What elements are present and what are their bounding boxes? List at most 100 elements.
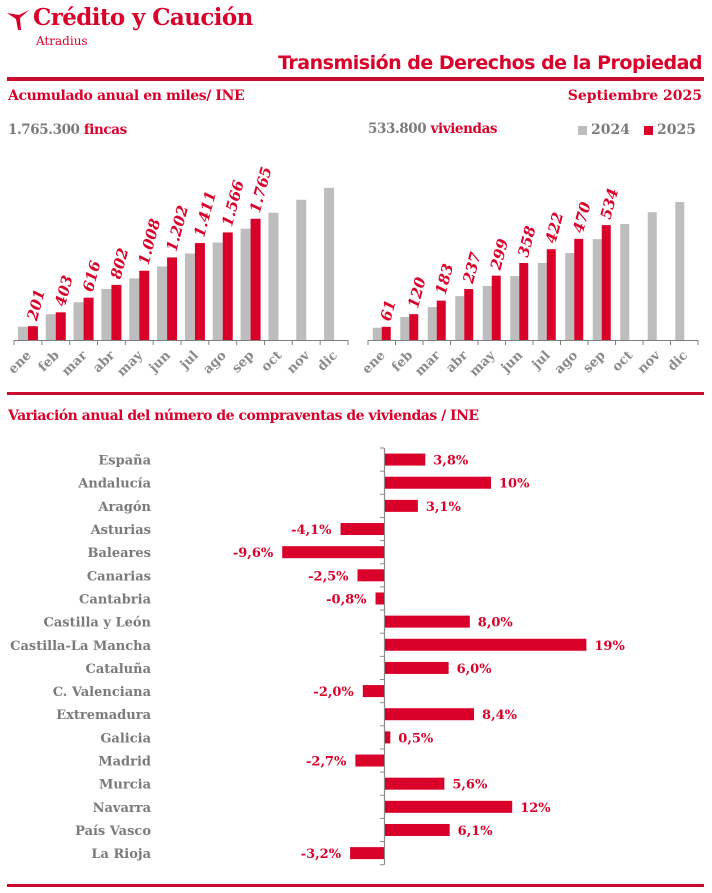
- category-label: Castilla-La Mancha: [10, 639, 151, 654]
- bar-Asturias: [340, 523, 384, 536]
- bar-2024-dic: [324, 187, 335, 340]
- bar-Cataluña: [385, 661, 449, 674]
- category-label: Andalucía: [77, 477, 151, 492]
- middle-divider: [7, 392, 704, 395]
- bar-2025-jun: [167, 257, 178, 340]
- x-tick-label: abr: [443, 348, 471, 376]
- x-tick-label: ene: [360, 348, 389, 377]
- top-divider: [7, 77, 704, 81]
- brand-logo: Crédito y Caución: [33, 4, 253, 31]
- x-tick-label: ene: [6, 348, 35, 377]
- category-label: Navarra: [93, 801, 152, 816]
- bar-2024-mar: [427, 307, 437, 340]
- bar-2025-ago: [222, 232, 233, 340]
- data-label-2025: 802: [107, 246, 132, 281]
- bird-arrow-icon: [7, 10, 29, 30]
- x-tick-label: ago: [200, 348, 229, 377]
- bar-2024-dic: [675, 202, 685, 340]
- value-label: 3,1%: [426, 500, 462, 515]
- bar-2025-sep: [601, 225, 611, 340]
- bar-2025-feb: [55, 312, 66, 340]
- viviendas-total: 533.800 viviendas: [368, 121, 498, 137]
- value-label: 5,6%: [452, 778, 488, 793]
- bar-2024-oct: [268, 212, 279, 340]
- x-tick-label: abr: [90, 348, 118, 376]
- section2-title: Variación anual del número de compravent…: [8, 408, 479, 424]
- bar-2024-ene: [17, 326, 28, 340]
- value-label: 19%: [594, 639, 625, 654]
- bar-Andalucía: [385, 476, 491, 489]
- category-label: C. Valenciana: [53, 685, 152, 700]
- variation-chart: España 3,8% Andalucía 10% Aragón 3,1% Asturias…: [10, 447, 625, 866]
- bar-España: [385, 453, 426, 466]
- bar-Galicia: [385, 731, 391, 744]
- value-label: 6,0%: [457, 662, 493, 677]
- data-label-2025: 534: [597, 186, 622, 221]
- bar-2024-nov: [296, 199, 307, 340]
- bar-2025-may: [491, 275, 501, 340]
- legend-swatch-2025: [643, 125, 653, 135]
- bar-2024-may: [129, 278, 140, 340]
- bar-Castilla-La Mancha: [385, 638, 587, 651]
- value-label: 6,1%: [458, 824, 494, 839]
- fincas-total-value: 1.765.300: [8, 122, 80, 138]
- bar-2025-may: [139, 270, 150, 340]
- data-label-2025: 422: [542, 210, 567, 245]
- value-label: -0,8%: [326, 592, 367, 607]
- bar-2024-ene: [372, 327, 382, 340]
- category-label: Murcia: [99, 778, 152, 793]
- category-label: Cantabria: [79, 592, 152, 607]
- value-label: 8,4%: [482, 708, 518, 723]
- category-label: Extremadura: [56, 708, 151, 723]
- bar-Madrid: [355, 754, 384, 767]
- page-title: Transmisión de Derechos de la Propiedad: [278, 52, 702, 74]
- data-label-2025: 1.202: [163, 203, 193, 253]
- category-label: Madrid: [98, 755, 151, 770]
- bar-Canarias: [357, 569, 384, 582]
- x-tick-label: nov: [284, 348, 313, 377]
- legend-label-2024: 2024: [591, 122, 630, 138]
- x-tick-label: may: [114, 348, 146, 380]
- value-label: 3,8%: [433, 454, 469, 469]
- bar-2025-jun: [519, 262, 529, 340]
- bar-País Vasco: [385, 823, 450, 836]
- category-label: Aragón: [97, 500, 151, 515]
- bar-Cantabria: [375, 592, 384, 605]
- bar-Castilla y León: [385, 615, 470, 628]
- legend: 2024 2025: [578, 122, 696, 138]
- x-tick-label: dic: [315, 348, 341, 374]
- value-label: 10%: [499, 477, 530, 492]
- category-label: Canarias: [87, 569, 151, 584]
- bar-2024-sep: [240, 228, 251, 340]
- bar-2025-abr: [111, 284, 122, 340]
- legend-label-2025: 2025: [656, 122, 696, 138]
- bar-2024-feb: [45, 314, 56, 340]
- bar-2024-ago: [212, 242, 223, 340]
- data-label-2025: 201: [23, 287, 49, 323]
- data-label-2025: 403: [51, 273, 76, 308]
- brand-sub: Atradius: [36, 34, 88, 48]
- bar-2024-jun: [510, 276, 520, 340]
- fincas-total-unit: fincas: [83, 122, 127, 138]
- value-label: -9,6%: [233, 546, 274, 561]
- bar-2024-abr: [101, 288, 112, 340]
- x-tick-label: feb: [389, 348, 416, 375]
- bar-2025-sep: [250, 218, 261, 340]
- x-tick-label: oct: [259, 348, 286, 375]
- x-tick-label: sep: [229, 348, 257, 376]
- x-tick-label: dic: [665, 348, 691, 374]
- x-tick-label: jun: [146, 348, 174, 376]
- fincas-total: 1.765.300 fincas: [8, 122, 127, 138]
- bar-2024-sep: [592, 239, 602, 340]
- category-label: Asturias: [90, 523, 151, 538]
- bar-Aragón: [385, 499, 418, 512]
- bar-2024-jun: [157, 266, 168, 340]
- value-label: 0,5%: [398, 731, 434, 746]
- bar-2024-ago: [565, 253, 575, 340]
- category-label: España: [98, 454, 151, 469]
- bar-C. Valenciana: [362, 685, 384, 698]
- bar-2025-jul: [194, 243, 205, 340]
- bar-2025-mar: [83, 297, 94, 340]
- bar-La Rioja: [350, 847, 384, 860]
- x-tick-label: sep: [581, 348, 609, 376]
